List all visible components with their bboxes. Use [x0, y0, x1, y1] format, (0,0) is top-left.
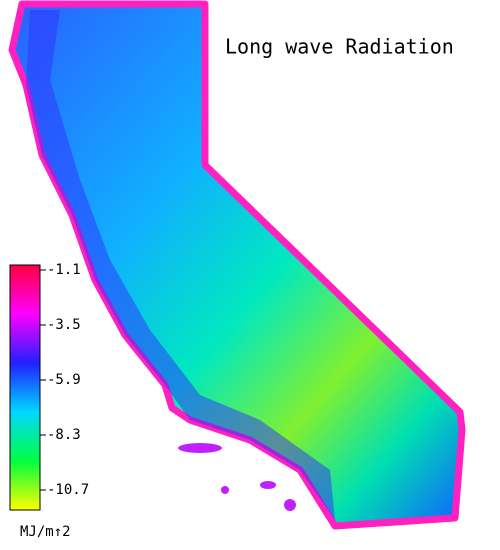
colorbar-tick-label: -3.5 [47, 317, 81, 333]
colorbar-tick-label: -10.7 [47, 482, 89, 498]
islands [178, 443, 296, 511]
colorbar [9, 264, 41, 511]
title: Long wave Radiation [225, 35, 454, 59]
colorbar-unit: MJ/m↑2 [20, 524, 71, 540]
colorbar-tick-label: -1.1 [47, 262, 81, 278]
colorbar-tick-label: -5.9 [47, 372, 81, 388]
colorbar-tick-label: -8.3 [47, 427, 81, 443]
coastal-band [26, 10, 335, 520]
